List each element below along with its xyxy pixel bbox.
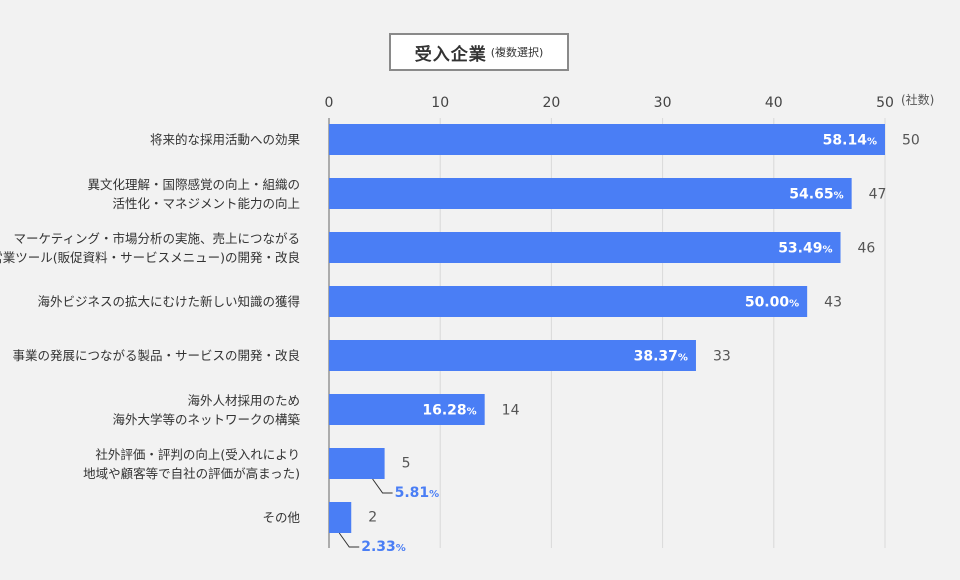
category-label: その他 bbox=[262, 508, 300, 527]
data-label-percent: 54.65% bbox=[789, 187, 843, 203]
chart-title: 受入企業 bbox=[414, 44, 487, 65]
x-tick-label: 40 bbox=[765, 95, 783, 111]
data-label-count: 33 bbox=[713, 349, 731, 365]
category-label: 社外評価・評判の向上(受入れにより地域や顧客等で自社の評価が高まった) bbox=[83, 445, 300, 483]
bar bbox=[329, 124, 885, 155]
category-label: マーケティング・市場分析の実施、売上につながる営業ツール(販促資料・サービスメニ… bbox=[0, 229, 300, 267]
axis-unit-label: (社数) bbox=[901, 92, 934, 107]
category-label-line: 海外ビジネスの拡大にむけた新しい知識の獲得 bbox=[37, 294, 300, 309]
category-label-line: 活性化・マネジメント能力の向上 bbox=[112, 195, 300, 211]
x-tick-label: 10 bbox=[431, 95, 449, 111]
category-label: 海外人材採用のため海外大学等のネットワークの構築 bbox=[112, 391, 300, 429]
x-tick-label: 30 bbox=[654, 95, 672, 111]
x-tick-label: 20 bbox=[542, 95, 560, 111]
data-label-count: 2 bbox=[368, 510, 377, 526]
leader-line bbox=[338, 532, 360, 548]
category-label-line: その他 bbox=[262, 510, 300, 525]
category-label: 海外ビジネスの拡大にむけた新しい知識の獲得 bbox=[37, 292, 300, 311]
category-label-line: 社外評価・評判の向上(受入れにより bbox=[95, 446, 300, 462]
bar bbox=[329, 232, 841, 263]
data-label-percent: 2.33% bbox=[361, 539, 406, 555]
category-label-line: 事業の発展につながる製品・サービスの開発・改良 bbox=[12, 348, 300, 363]
data-label-count: 50 bbox=[902, 133, 920, 149]
data-label-percent: 58.14% bbox=[823, 133, 877, 149]
chart-title-box: 受入企業 (複数選択) bbox=[389, 33, 569, 71]
data-label-count: 5 bbox=[402, 456, 411, 472]
bar bbox=[329, 394, 485, 425]
data-label-percent: 5.81% bbox=[395, 485, 440, 501]
data-label-count: 47 bbox=[869, 187, 887, 203]
category-label: 将来的な採用活動への効果 bbox=[150, 130, 300, 149]
category-label-line: 将来的な採用活動への効果 bbox=[149, 132, 300, 147]
bar bbox=[329, 340, 696, 371]
category-label-line: マーケティング・市場分析の実施、売上につながる bbox=[13, 230, 300, 246]
chart-subtitle: (複数選択) bbox=[490, 46, 544, 59]
bar bbox=[329, 178, 852, 209]
bar bbox=[329, 448, 385, 479]
category-label-line: 営業ツール(販促資料・サービスメニュー)の開発・改良 bbox=[0, 249, 300, 265]
bar bbox=[329, 286, 808, 317]
category-label-line: 海外人材採用のため bbox=[187, 392, 300, 408]
category-label-line: 海外大学等のネットワークの構築 bbox=[112, 411, 300, 427]
x-tick-label: 50 bbox=[876, 95, 894, 111]
data-label-percent: 53.49% bbox=[778, 241, 832, 257]
category-label: 異文化理解・国際感覚の向上・組織の活性化・マネジメント能力の向上 bbox=[87, 175, 300, 213]
leader-line bbox=[372, 478, 393, 494]
data-label-count: 14 bbox=[502, 403, 520, 419]
bar bbox=[329, 502, 352, 533]
category-label: 事業の発展につながる製品・サービスの開発・改良 bbox=[12, 346, 300, 365]
category-label-line: 地域や顧客等で自社の評価が高まった) bbox=[83, 465, 300, 481]
x-tick-label: 0 bbox=[325, 95, 334, 111]
category-label-line: 異文化理解・国際感覚の向上・組織の bbox=[87, 176, 300, 192]
data-label-percent: 38.37% bbox=[634, 349, 688, 365]
data-label-count: 46 bbox=[858, 241, 876, 257]
data-label-percent: 16.28% bbox=[422, 403, 476, 419]
data-label-percent: 50.00% bbox=[745, 295, 799, 311]
data-label-count: 43 bbox=[824, 295, 842, 311]
